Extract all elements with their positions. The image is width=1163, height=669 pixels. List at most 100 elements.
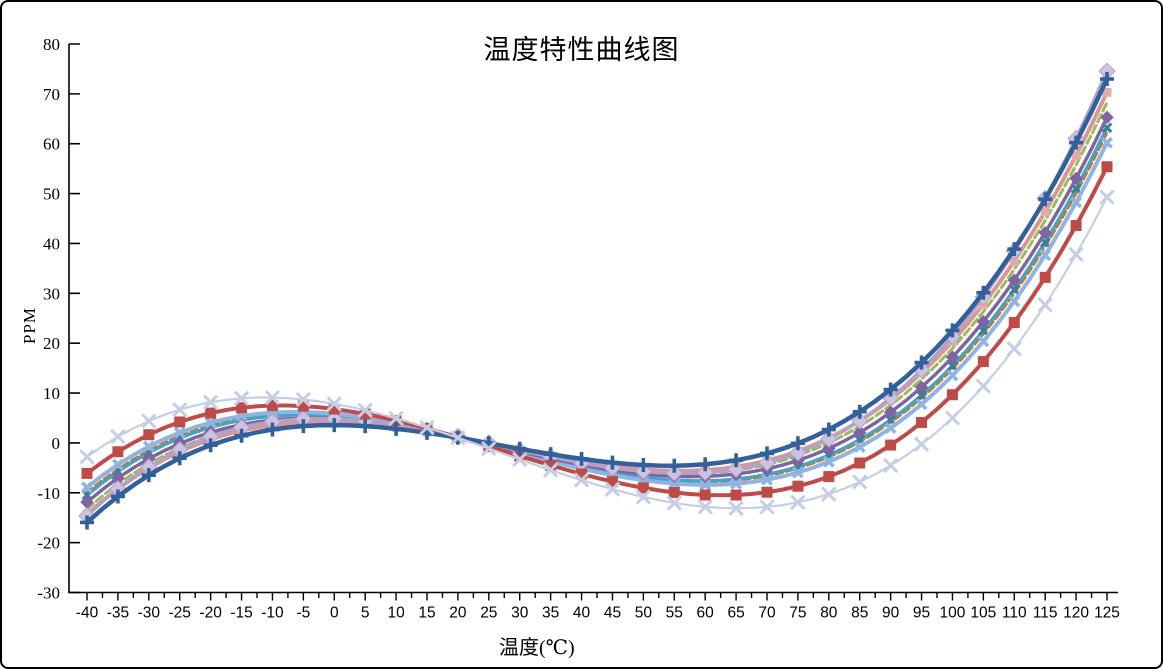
series-pale-x-marker [233,390,250,406]
series-skyblue-x-marker [142,440,155,453]
series-purple-diamond-marker [976,314,991,329]
x-tick-label: -20 [199,605,222,622]
series-pale-x-marker [357,402,373,418]
series-navy-plus-marker [883,382,898,397]
x-tick-label: 40 [573,605,591,622]
series-skyblue-x-marker [1070,196,1083,209]
series-pale-x-marker [1037,297,1053,313]
series-red-square-marker [606,476,618,488]
series-red-square-marker [1039,271,1051,283]
x-tick-label: -15 [230,605,252,622]
y-tick-label: 60 [43,135,60,154]
x-tick-label: 10 [387,605,405,622]
series-pale-x-marker [295,391,312,408]
series-lavender-diamond-marker [758,454,776,472]
series-pale-x-marker [110,428,126,445]
series-pink-square-marker [1102,87,1112,97]
series-skyblue-x-marker [791,466,804,479]
x-tick-label: 95 [913,605,930,622]
series-navy-plus-marker [141,468,156,483]
x-tick-label: 70 [758,605,776,622]
x-tick-label: 25 [480,605,497,622]
series-red-square-marker [916,416,928,428]
series-red-square-marker [545,459,557,471]
series-red-square-marker [854,457,866,469]
series-lavender-diamond-marker [696,463,714,482]
series-pale-x-marker [728,500,744,517]
series-pink-square-marker [1071,151,1081,161]
series-skyblue-x-marker [915,398,928,411]
series-pale-x-marker [790,494,806,511]
series-navy-plus-marker [1100,71,1114,86]
series-pale-x-marker [79,449,95,465]
x-tick-label: 85 [851,605,868,622]
series-lavender-diamond-marker [727,460,745,478]
series-lavender-diamond [78,62,1116,525]
series-red-square-marker [205,407,217,419]
y-tick-label: 30 [43,284,60,303]
series-red-square-marker [390,415,402,427]
series-pale-x-marker [975,378,992,394]
series-red-square-marker [699,489,711,501]
series-green-dash [85,101,1109,511]
series-lavender-diamond-marker [820,430,838,448]
y-tick-label: -20 [37,534,60,553]
series-red-square-marker [730,489,742,501]
series-pale-x-line [85,196,1109,510]
series-teal-x-line [85,125,1109,497]
x-tick-label: 5 [361,605,370,622]
series-pale-x-marker [573,472,590,488]
series-green-dash-line [85,101,1109,511]
series-pale-x-marker [944,410,961,426]
series-pale-x-marker [913,436,930,452]
x-tick-label: 50 [635,605,653,622]
series-navy-plus-marker [358,419,373,434]
series-skyblue-x-marker [822,455,835,468]
series-lavender-diamond-marker [851,412,869,430]
series-red-square-marker [1070,220,1082,232]
series-pale-x-marker [759,499,775,515]
series-navy-plus-marker [790,436,805,451]
x-tick-label: 45 [604,605,621,622]
series-navy-plus-marker [914,355,929,370]
series-skyblue-x-marker [111,458,124,471]
series-pale-x-marker [141,413,157,429]
series-pale-x [79,189,1115,517]
x-tick-label: 115 [1033,605,1058,622]
series-red-square-marker [823,471,835,483]
series-red-square-marker [576,468,588,480]
series-red-square-marker [637,482,649,494]
series-red-square-marker [236,402,248,414]
series-navy-plus-marker [203,438,218,453]
series-red-square-marker [514,450,526,462]
y-tick-label: 0 [52,434,61,453]
x-axis-title: 温度(℃) [499,637,575,659]
series-pale-x-marker [388,410,404,426]
series-red-square-marker [174,416,186,428]
series-purple-diamond-marker [853,425,867,440]
series-pale-x-marker [419,419,435,436]
series-red-square-marker [266,400,278,412]
series-navy-plus-marker [976,285,991,300]
series-navy-plus-marker [1007,242,1022,257]
series-pink-square [82,87,1112,519]
series-purple-diamond-line [85,115,1109,504]
series-red-square-marker [81,467,93,479]
series-pale-x-marker [821,486,837,502]
y-tick-label: 10 [43,384,60,403]
series-pale-x-marker [1006,340,1022,357]
series-navy-plus-marker [698,457,713,472]
series-navy-plus-marker [605,455,620,470]
series-navy-plus-marker [945,323,960,338]
series-skyblue-x-marker [761,473,773,486]
x-tick-label: 120 [1063,605,1089,622]
x-tick-label: 15 [418,605,435,622]
series-skyblue-x-marker [204,416,217,429]
series-red-square-marker [112,446,124,458]
series-navy-plus-marker [327,418,342,433]
x-tick-label: -40 [76,605,99,622]
series-pale-x-marker [882,457,899,474]
x-tick-label: -10 [261,605,284,622]
